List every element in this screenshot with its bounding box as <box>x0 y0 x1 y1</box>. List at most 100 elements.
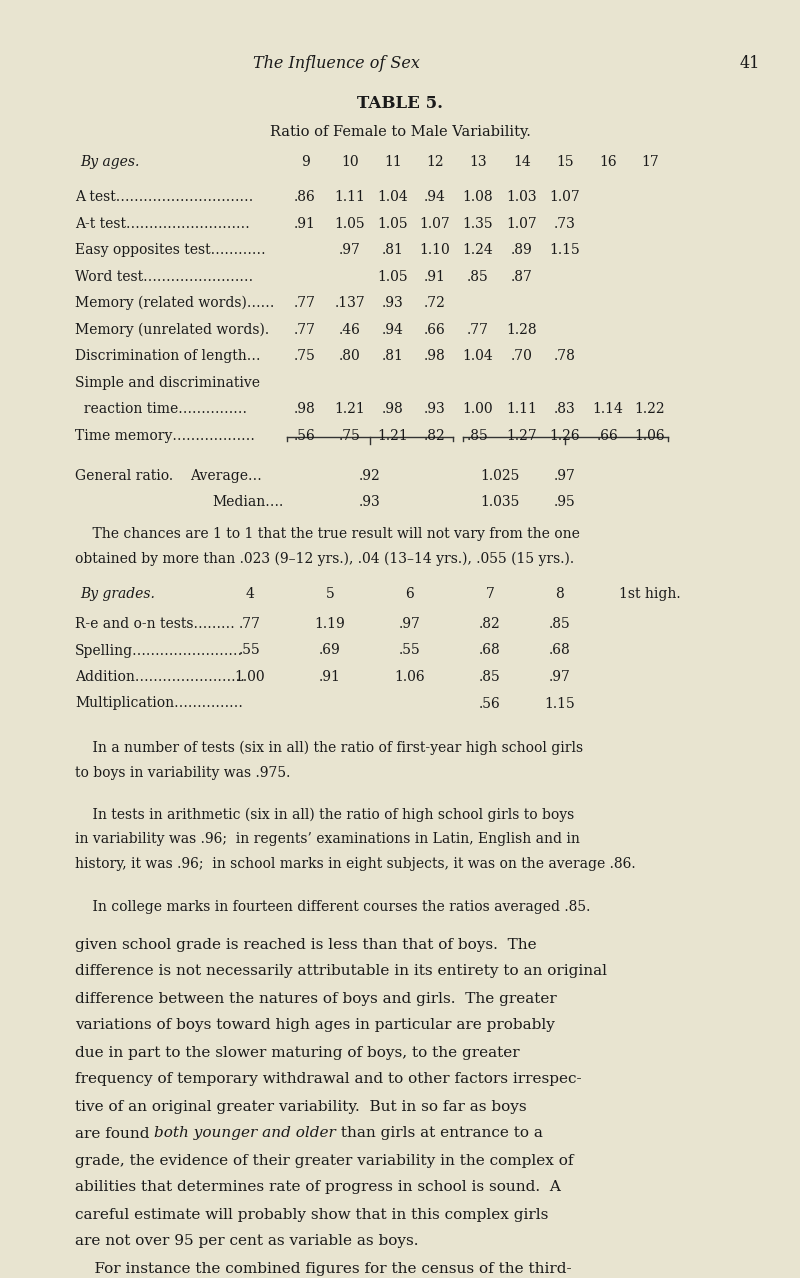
Text: Multiplication……………: Multiplication…………… <box>75 697 243 711</box>
Text: R-e and o-n tests………: R-e and o-n tests……… <box>75 617 234 631</box>
Text: .137: .137 <box>334 296 366 311</box>
Text: .82: .82 <box>424 428 446 442</box>
Text: 1.06: 1.06 <box>634 428 666 442</box>
Text: 17: 17 <box>641 155 659 169</box>
Text: are found: are found <box>75 1126 154 1140</box>
Text: .91: .91 <box>424 270 446 284</box>
Text: .77: .77 <box>467 322 489 336</box>
Text: 4: 4 <box>246 587 254 601</box>
Text: 14: 14 <box>513 155 531 169</box>
Text: 1.15: 1.15 <box>550 243 580 257</box>
Text: In college marks in fourteen different courses the ratios averaged .85.: In college marks in fourteen different c… <box>75 900 590 914</box>
Text: than girls at entrance to a: than girls at entrance to a <box>336 1126 543 1140</box>
Text: difference is not necessarily attributable in its entirety to an original: difference is not necessarily attributab… <box>75 965 607 979</box>
Text: .85: .85 <box>467 428 489 442</box>
Text: 1.035: 1.035 <box>480 495 520 509</box>
Text: 1.11: 1.11 <box>334 190 366 204</box>
Text: .91: .91 <box>294 216 316 230</box>
Text: 1.04: 1.04 <box>378 190 408 204</box>
Text: TABLE 5.: TABLE 5. <box>357 95 443 112</box>
Text: variations of boys toward high ages in particular are probably: variations of boys toward high ages in p… <box>75 1019 555 1033</box>
Text: Median….: Median…. <box>212 495 283 509</box>
Text: .97: .97 <box>399 617 421 631</box>
Text: .94: .94 <box>424 190 446 204</box>
Text: .92: .92 <box>359 469 381 483</box>
Text: .72: .72 <box>424 296 446 311</box>
Text: 1.24: 1.24 <box>462 243 494 257</box>
Text: 1.28: 1.28 <box>506 322 538 336</box>
Text: 1.07: 1.07 <box>550 190 580 204</box>
Text: 1.05: 1.05 <box>378 270 408 284</box>
Text: both younger and older: both younger and older <box>154 1126 336 1140</box>
Text: .89: .89 <box>511 243 533 257</box>
Text: due in part to the slower maturing of boys, to the greater: due in part to the slower maturing of bo… <box>75 1045 520 1059</box>
Text: A-t test………………………: A-t test……………………… <box>75 216 250 230</box>
Text: 1.07: 1.07 <box>506 216 538 230</box>
Text: .82: .82 <box>479 617 501 631</box>
Text: .77: .77 <box>294 322 316 336</box>
Text: .46: .46 <box>339 322 361 336</box>
Text: .98: .98 <box>382 403 404 417</box>
Text: frequency of temporary withdrawal and to other factors irrespec-: frequency of temporary withdrawal and to… <box>75 1072 582 1086</box>
Text: are not over 95 per cent as variable as boys.: are not over 95 per cent as variable as … <box>75 1235 418 1249</box>
Text: .66: .66 <box>424 322 446 336</box>
Text: Memory (related words)……: Memory (related words)…… <box>75 296 274 311</box>
Text: By ages.: By ages. <box>80 155 139 169</box>
Text: 1.00: 1.00 <box>234 670 266 684</box>
Text: .95: .95 <box>554 495 576 509</box>
Text: .77: .77 <box>294 296 316 311</box>
Text: .56: .56 <box>479 697 501 711</box>
Text: .69: .69 <box>319 644 341 657</box>
Text: to boys in variability was .975.: to boys in variability was .975. <box>75 766 290 780</box>
Text: .97: .97 <box>549 670 571 684</box>
Text: 1.06: 1.06 <box>394 670 426 684</box>
Text: .85: .85 <box>467 270 489 284</box>
Text: The chances are 1 to 1 that the true result will not vary from the one: The chances are 1 to 1 that the true res… <box>75 527 580 541</box>
Text: Spelling……………………: Spelling…………………… <box>75 644 243 657</box>
Text: .83: .83 <box>554 403 576 417</box>
Text: 10: 10 <box>341 155 359 169</box>
Text: 6: 6 <box>406 587 414 601</box>
Text: Average…: Average… <box>190 469 262 483</box>
Text: 1.27: 1.27 <box>506 428 538 442</box>
Text: difference between the natures of boys and girls.  The greater: difference between the natures of boys a… <box>75 992 557 1006</box>
Text: .93: .93 <box>359 495 381 509</box>
Text: 7: 7 <box>486 587 494 601</box>
Text: .55: .55 <box>399 644 421 657</box>
Text: reaction time……………: reaction time…………… <box>75 403 247 417</box>
Text: General ratio.: General ratio. <box>75 469 173 483</box>
Text: .86: .86 <box>294 190 316 204</box>
Text: 13: 13 <box>469 155 487 169</box>
Text: Ratio of Female to Male Variability.: Ratio of Female to Male Variability. <box>270 125 530 139</box>
Text: in variability was .96;  in regents’ examinations in Latin, English and in: in variability was .96; in regents’ exam… <box>75 832 580 846</box>
Text: .75: .75 <box>339 428 361 442</box>
Text: 15: 15 <box>556 155 574 169</box>
Text: obtained by more than .023 (9–12 yrs.), .04 (13–14 yrs.), .055 (15 yrs.).: obtained by more than .023 (9–12 yrs.), … <box>75 552 574 566</box>
Text: .85: .85 <box>479 670 501 684</box>
Text: .93: .93 <box>382 296 404 311</box>
Text: Word test……………………: Word test…………………… <box>75 270 253 284</box>
Text: Simple and discriminative: Simple and discriminative <box>75 376 260 390</box>
Text: 1.025: 1.025 <box>480 469 520 483</box>
Text: .97: .97 <box>339 243 361 257</box>
Text: 41: 41 <box>740 55 760 72</box>
Text: 11: 11 <box>384 155 402 169</box>
Text: In tests in arithmetic (six in all) the ratio of high school girls to boys: In tests in arithmetic (six in all) the … <box>75 808 574 822</box>
Text: In a number of tests (six in all) the ratio of first-year high school girls: In a number of tests (six in all) the ra… <box>75 741 583 755</box>
Text: .85: .85 <box>549 617 571 631</box>
Text: .98: .98 <box>294 403 316 417</box>
Text: careful estimate will probably show that in this complex girls: careful estimate will probably show that… <box>75 1208 548 1222</box>
Text: .91: .91 <box>319 670 341 684</box>
Text: grade, the evidence of their greater variability in the complex of: grade, the evidence of their greater var… <box>75 1154 574 1168</box>
Text: tive of an original greater variability.  But in so far as boys: tive of an original greater variability.… <box>75 1099 526 1113</box>
Text: 1.21: 1.21 <box>378 428 408 442</box>
Text: .75: .75 <box>294 349 316 363</box>
Text: 1.05: 1.05 <box>334 216 366 230</box>
Text: 1.22: 1.22 <box>634 403 666 417</box>
Text: 1.03: 1.03 <box>506 190 538 204</box>
Text: .73: .73 <box>554 216 576 230</box>
Text: 1.26: 1.26 <box>550 428 580 442</box>
Text: 1.00: 1.00 <box>462 403 494 417</box>
Text: 1.10: 1.10 <box>420 243 450 257</box>
Text: 5: 5 <box>326 587 334 601</box>
